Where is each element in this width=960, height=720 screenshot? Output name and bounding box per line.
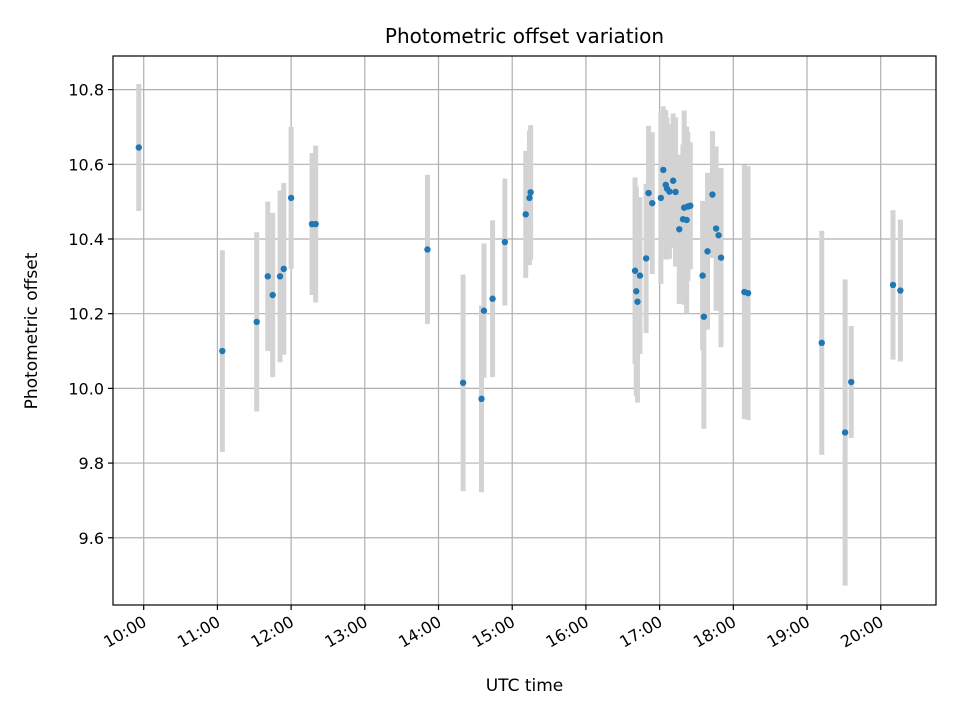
data-point	[889, 281, 897, 289]
data-point	[269, 291, 276, 299]
data-point	[424, 246, 431, 253]
chart-title: Photometric offset variation	[385, 24, 664, 48]
data-point	[478, 395, 485, 403]
data-point	[715, 232, 722, 239]
data-point	[276, 273, 284, 280]
data-point	[704, 248, 711, 255]
data-point	[744, 289, 752, 297]
y-tick-label: 10.0	[68, 379, 104, 398]
data-point	[526, 194, 533, 202]
data-point	[645, 189, 652, 197]
y-tick-label: 10.8	[68, 81, 104, 100]
y-axis-label: Photometric offset	[22, 252, 42, 409]
data-point	[709, 191, 716, 198]
data-point	[633, 288, 640, 295]
data-point	[897, 287, 904, 294]
y-tick-label: 9.6	[79, 529, 104, 548]
data-point	[459, 379, 467, 386]
data-point	[135, 144, 142, 151]
data-point	[642, 255, 650, 262]
data-point	[666, 188, 673, 195]
data-point	[676, 226, 683, 233]
y-tick-label: 10.4	[68, 230, 104, 249]
data-point	[480, 307, 488, 314]
data-point	[669, 177, 677, 184]
plot-frame	[112, 55, 937, 606]
data-points	[135, 144, 904, 436]
data-point	[280, 265, 287, 273]
data-point	[683, 216, 690, 224]
y-tick-label: 10.6	[68, 155, 104, 174]
data-point	[700, 313, 708, 320]
data-point	[717, 254, 725, 261]
data-point	[657, 194, 665, 202]
data-point	[264, 273, 271, 280]
data-point	[634, 298, 641, 305]
data-point	[649, 199, 656, 207]
data-point	[522, 211, 529, 218]
data-point	[631, 267, 639, 274]
data-point	[699, 272, 706, 279]
data-point	[287, 194, 295, 202]
data-point	[848, 378, 855, 386]
y-axis: 9.6 9.8 10.0 10.2 10.4 10.6 10.8	[68, 81, 113, 548]
data-point	[312, 220, 319, 228]
data-point	[253, 318, 260, 326]
y-tick-label: 9.8	[79, 454, 104, 473]
data-point	[687, 202, 694, 209]
data-point	[219, 347, 226, 355]
data-point	[527, 189, 534, 196]
data-point	[501, 238, 509, 246]
data-point	[636, 272, 644, 279]
data-point	[841, 429, 849, 436]
data-point	[712, 225, 720, 232]
data-point	[818, 339, 825, 347]
y-tick-label: 10.2	[68, 305, 104, 324]
x-axis-label: UTC time	[486, 676, 564, 696]
data-point	[489, 295, 496, 302]
data-point	[660, 166, 667, 174]
data-point	[672, 188, 679, 196]
